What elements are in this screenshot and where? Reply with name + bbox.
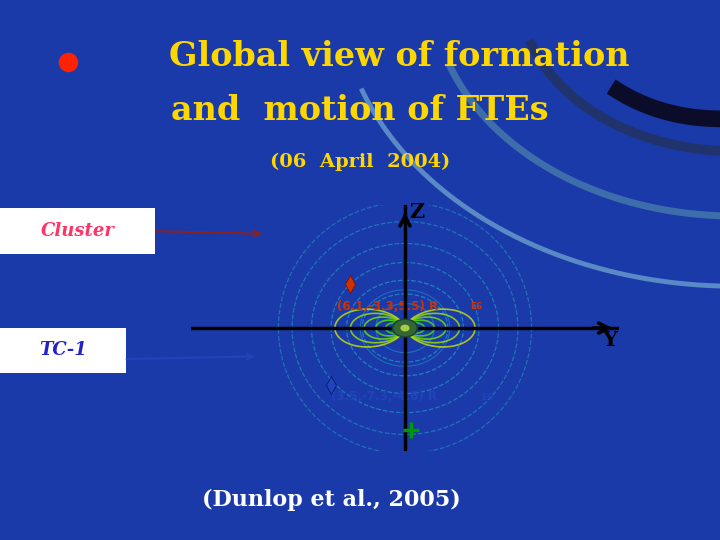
Text: Y: Y [602, 330, 617, 350]
Circle shape [392, 319, 418, 337]
FancyBboxPatch shape [0, 328, 126, 373]
Text: (3.5,-7.3,-4.6) R: (3.5,-7.3,-4.6) R [331, 390, 437, 403]
FancyBboxPatch shape [0, 208, 155, 254]
Text: Z: Z [409, 202, 424, 222]
Circle shape [401, 325, 409, 331]
Text: and  motion of FTEs: and motion of FTEs [171, 94, 549, 127]
Text: Cluster: Cluster [41, 222, 114, 240]
Text: E6: E6 [470, 302, 482, 311]
Text: TC-1: TC-1 [40, 341, 87, 360]
Circle shape [395, 321, 415, 335]
Text: Global view of formation: Global view of formation [169, 40, 630, 73]
Text: (06  April  2004): (06 April 2004) [270, 153, 450, 171]
Text: (6.1,-3.3,5.5) R: (6.1,-3.3,5.5) R [337, 300, 438, 313]
Text: (Dunlop et al., 2005): (Dunlop et al., 2005) [202, 489, 461, 510]
Text: E6: E6 [481, 393, 493, 402]
